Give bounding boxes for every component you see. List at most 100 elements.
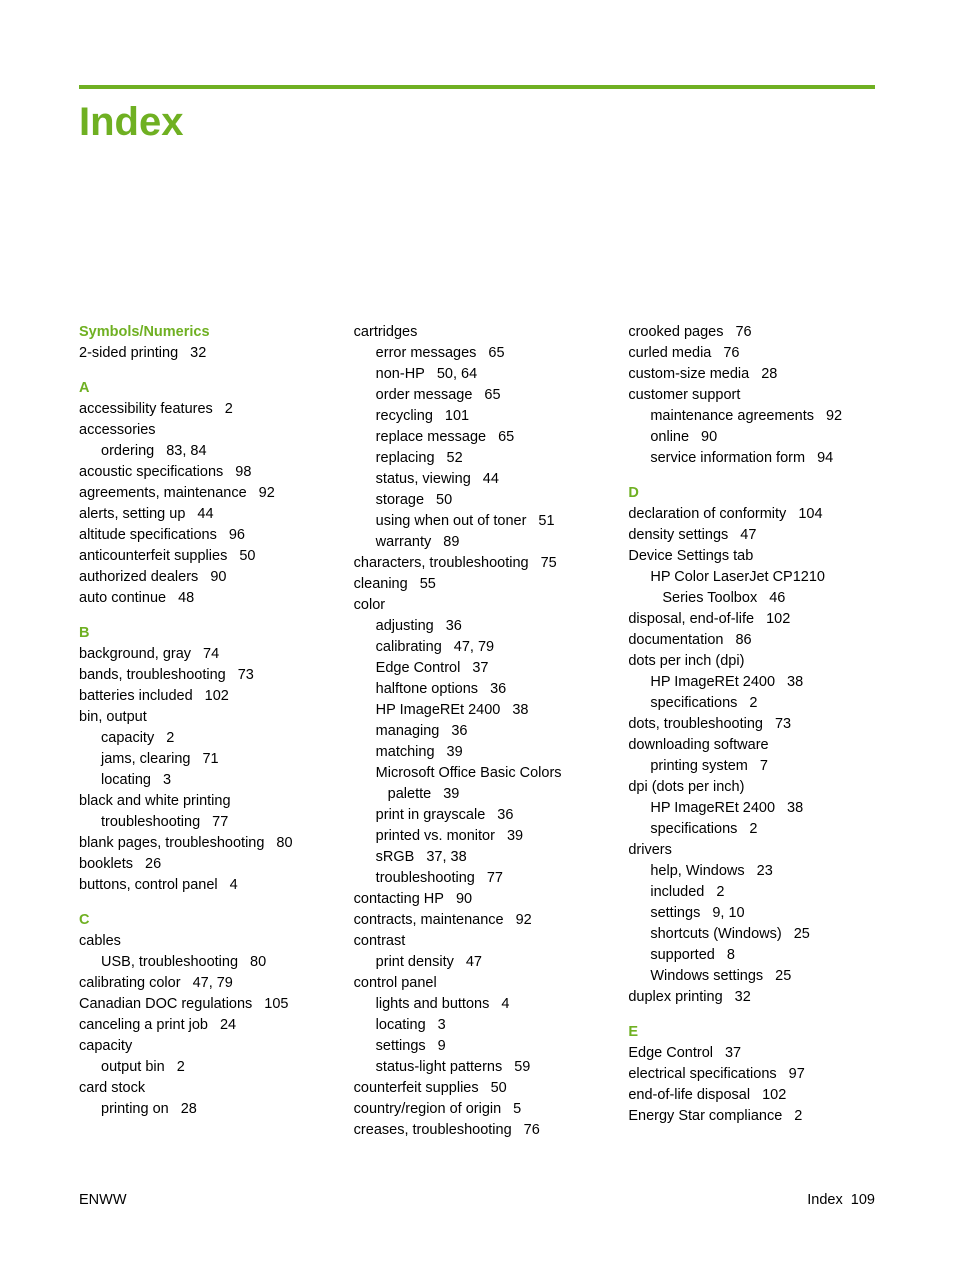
index-entry-text: calibrating xyxy=(376,639,442,655)
index-entry-text: bands, troubleshooting xyxy=(79,667,226,683)
index-entry-text: troubleshooting xyxy=(101,814,200,830)
index-entry: locating3 xyxy=(354,1015,601,1036)
index-entry: warranty89 xyxy=(354,532,601,553)
index-entry: end-of-life disposal102 xyxy=(628,1085,875,1106)
index-entry-text: buttons, control panel xyxy=(79,877,218,893)
index-entry-text: Microsoft Office Basic Colors xyxy=(376,765,562,781)
index-entry: Edge Control37 xyxy=(354,658,601,679)
index-entry-text: lights and buttons xyxy=(376,996,490,1012)
index-entry-text: HP ImageREt 2400 xyxy=(650,674,775,690)
index-entry-pages: 38 xyxy=(787,800,803,816)
index-entry: specifications2 xyxy=(628,819,875,840)
index-entry-text: printing on xyxy=(101,1101,169,1117)
index-entry-pages: 38 xyxy=(512,702,528,718)
index-entry-text: accessories xyxy=(79,422,156,438)
index-entry-pages: 36 xyxy=(490,681,506,697)
index-section-head: D xyxy=(628,483,875,504)
index-entry-text: downloading software xyxy=(628,737,768,753)
index-entry: buttons, control panel4 xyxy=(79,875,326,896)
index-entry: downloading software xyxy=(628,735,875,756)
index-entry-text: altitude specifications xyxy=(79,527,217,543)
index-entry-pages: 90 xyxy=(456,891,472,907)
index-entry-pages: 94 xyxy=(817,450,833,466)
index-entry-pages: 77 xyxy=(487,870,503,886)
index-entry-text: specifications xyxy=(650,821,737,837)
index-entry: palette39 xyxy=(354,784,601,805)
index-entry-text: managing xyxy=(376,723,440,739)
index-entry-pages: 32 xyxy=(735,989,751,1005)
index-entry-text: blank pages, troubleshooting xyxy=(79,835,264,851)
index-entry: contracts, maintenance92 xyxy=(354,910,601,931)
index-entry-pages: 96 xyxy=(229,527,245,543)
index-entry-text: order message xyxy=(376,387,473,403)
index-entry: Series Toolbox46 xyxy=(628,588,875,609)
index-entry-pages: 73 xyxy=(238,667,254,683)
index-entry-pages: 37 xyxy=(472,660,488,676)
page-title: Index xyxy=(79,100,183,145)
index-section-head: A xyxy=(79,378,326,399)
index-entry: dots, troubleshooting73 xyxy=(628,714,875,735)
index-entry: custom-size media28 xyxy=(628,364,875,385)
index-entry-pages: 80 xyxy=(250,954,266,970)
footer-right: Index 109 xyxy=(807,1192,875,1208)
index-entry-text: electrical specifications xyxy=(628,1066,776,1082)
index-entry-text: country/region of origin xyxy=(354,1101,502,1117)
index-entry: print in grayscale36 xyxy=(354,805,601,826)
index-entry: Microsoft Office Basic Colors xyxy=(354,763,601,784)
index-entry-text: error messages xyxy=(376,345,477,361)
index-entry-pages: 36 xyxy=(497,807,513,823)
index-entry: documentation86 xyxy=(628,630,875,651)
index-entry: replace message65 xyxy=(354,427,601,448)
index-entry: HP Color LaserJet CP1210 xyxy=(628,567,875,588)
index-entry-text: palette xyxy=(388,786,432,802)
index-entry: contrast xyxy=(354,931,601,952)
index-entry-text: ordering xyxy=(101,443,154,459)
index-entry: country/region of origin5 xyxy=(354,1099,601,1120)
index-entry-pages: 89 xyxy=(443,534,459,550)
index-entry: card stock xyxy=(79,1078,326,1099)
index-entry: HP ImageREt 240038 xyxy=(628,672,875,693)
index-entry: customer support xyxy=(628,385,875,406)
index-entry-text: customer support xyxy=(628,387,740,403)
index-entry-text: alerts, setting up xyxy=(79,506,185,522)
index-entry-pages: 24 xyxy=(220,1017,236,1033)
index-entry-text: duplex printing xyxy=(628,989,722,1005)
index-entry-text: settings xyxy=(376,1038,426,1054)
index-entry-pages: 90 xyxy=(210,569,226,585)
index-entry-text: cartridges xyxy=(354,324,418,340)
index-entry-text: cables xyxy=(79,933,121,949)
index-entry: auto continue48 xyxy=(79,588,326,609)
index-entry-pages: 2 xyxy=(716,884,724,900)
index-entry-text: Windows settings xyxy=(650,968,763,984)
index-entry: specifications2 xyxy=(628,693,875,714)
index-entry-pages: 3 xyxy=(163,772,171,788)
index-entry-pages: 2 xyxy=(225,401,233,417)
index-entry: crooked pages76 xyxy=(628,322,875,343)
index-entry-pages: 75 xyxy=(541,555,557,571)
index-entry: maintenance agreements92 xyxy=(628,406,875,427)
index-entry: characters, troubleshooting75 xyxy=(354,553,601,574)
index-entry-text: printed vs. monitor xyxy=(376,828,495,844)
index-entry: sRGB37, 38 xyxy=(354,847,601,868)
index-entry-text: capacity xyxy=(101,730,154,746)
index-entry-pages: 65 xyxy=(484,387,500,403)
index-entry: settings9, 10 xyxy=(628,903,875,924)
index-entry-pages: 3 xyxy=(438,1017,446,1033)
index-entry-text: disposal, end-of-life xyxy=(628,611,754,627)
index-entry-pages: 39 xyxy=(507,828,523,844)
index-entry-text: specifications xyxy=(650,695,737,711)
index-entry-pages: 8 xyxy=(727,947,735,963)
index-entry-pages: 77 xyxy=(212,814,228,830)
index-entry: printed vs. monitor 39 xyxy=(354,826,601,847)
index-entry: non-HP50, 64 xyxy=(354,364,601,385)
index-entry: HP ImageREt 240038 xyxy=(628,798,875,819)
index-entry: anticounterfeit supplies50 xyxy=(79,546,326,567)
index-entry: printing on28 xyxy=(79,1099,326,1120)
index-entry-pages: 55 xyxy=(420,576,436,592)
index-entry-pages: 47 xyxy=(740,527,756,543)
index-entry: replacing52 xyxy=(354,448,601,469)
index-entry: shortcuts (Windows)25 xyxy=(628,924,875,945)
index-entry-text: end-of-life disposal xyxy=(628,1087,750,1103)
index-entry-text: recycling xyxy=(376,408,433,424)
footer-right-page: 109 xyxy=(851,1192,875,1208)
